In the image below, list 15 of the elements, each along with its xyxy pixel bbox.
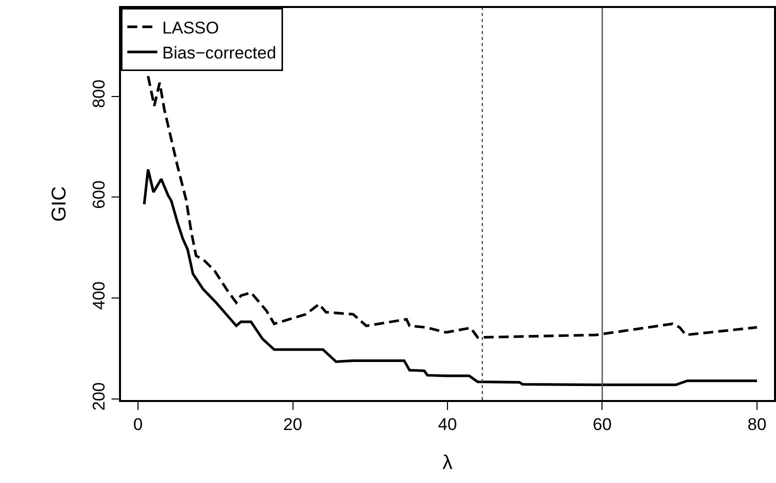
x-tick-label: 20 <box>283 415 302 434</box>
x-tick-label: 40 <box>438 415 457 434</box>
legend-label: LASSO <box>162 18 220 38</box>
x-tick-label: 80 <box>748 415 766 434</box>
x-tick-label: 60 <box>592 415 612 434</box>
y-tick-label: 600 <box>89 180 108 209</box>
y-axis-title: GIC <box>48 186 70 222</box>
line-series <box>142 168 758 386</box>
x-axis-title: λ <box>442 452 452 474</box>
y-tick-label: 800 <box>89 80 108 108</box>
legend-label: Bias−corrected <box>162 44 276 63</box>
x-tick-label: 0 <box>133 415 143 434</box>
line-series <box>146 74 758 339</box>
y-tick-label: 400 <box>89 281 108 310</box>
y-tick-label: 200 <box>89 382 108 411</box>
